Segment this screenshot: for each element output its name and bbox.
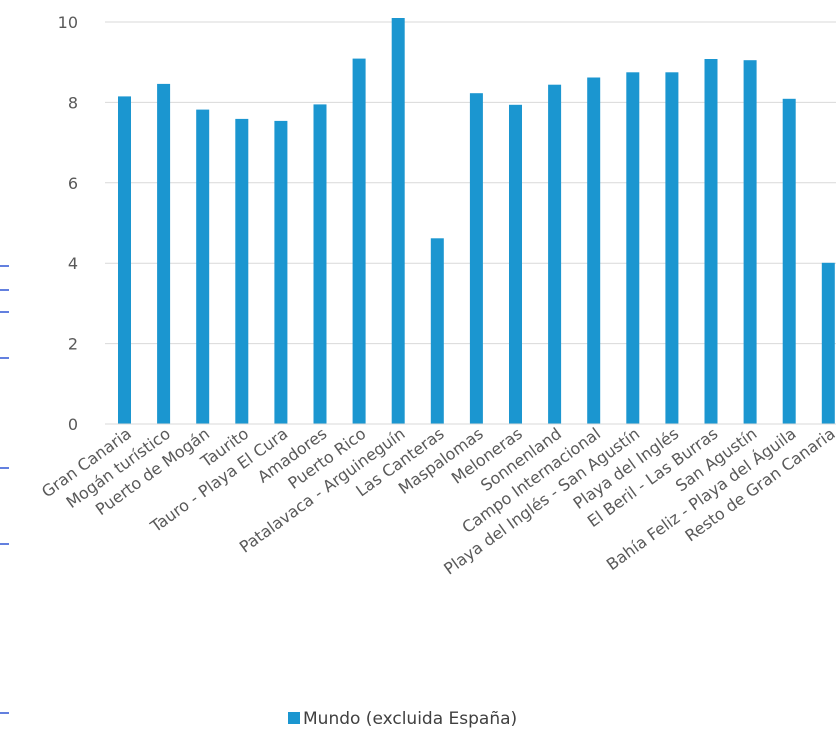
bar-4 [235,118,249,425]
bar-11 [509,104,522,425]
legend: Mundo (excluida España) [288,709,517,729]
bar-5 [274,120,288,425]
legend-swatch [288,712,300,724]
bar-1 [118,96,131,425]
y-axis-tick-labels: 0 2 4 6 8 10 [58,13,78,434]
bar-12 [548,84,562,424]
y-tick-8: 8 [68,93,78,112]
bar-3 [196,109,210,424]
bar-9 [430,238,444,424]
bar-19 [821,262,835,424]
bar-6 [313,104,327,425]
y-tick-0: 0 [68,415,78,434]
bar-8 [391,18,405,424]
y-tick-6: 6 [68,174,78,193]
bar-17 [743,60,757,424]
bar-2 [157,83,171,425]
legend-label: Mundo (excluida España) [303,709,517,729]
bar-16 [704,59,718,424]
bar-15 [665,72,679,425]
left-edge-marks [0,265,9,714]
bar-18 [782,98,796,425]
bar-14 [626,72,640,425]
y-tick-2: 2 [68,335,78,354]
y-tick-10: 10 [58,13,78,32]
bar-13 [587,77,601,424]
bar-7 [352,58,366,424]
y-tick-4: 4 [68,254,78,273]
bar-10 [469,93,483,424]
bars [118,18,835,425]
